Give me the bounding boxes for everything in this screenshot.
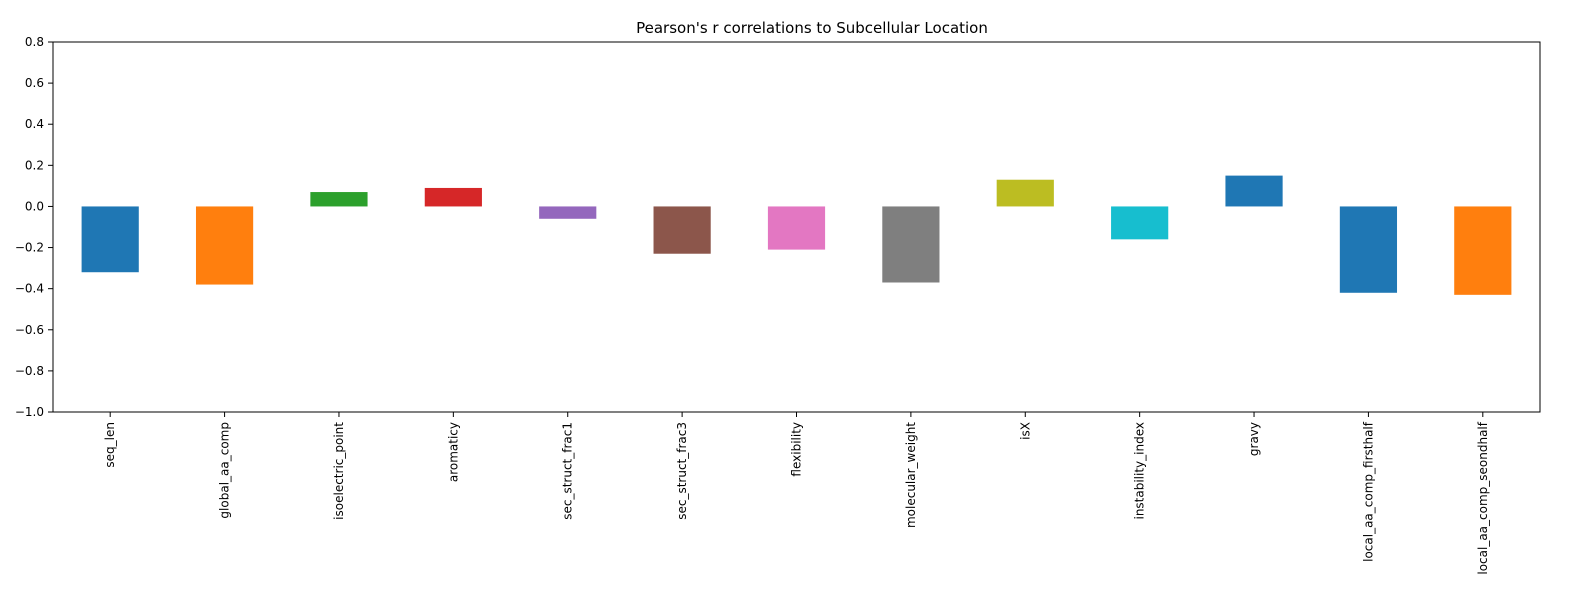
x-tick-label: seq_len <box>103 422 117 468</box>
x-tick-label: gravy <box>1247 422 1261 456</box>
bar-local-aa-comp-firsthalf <box>1339 206 1398 293</box>
bar-instability-index <box>1111 206 1169 240</box>
bar-aromaticy <box>424 187 482 207</box>
x-tick-label: local_aa_comp_firsthalf <box>1361 421 1375 562</box>
y-tick-label: 0.6 <box>25 76 44 90</box>
x-tick-label: aromaticy <box>446 422 460 482</box>
x-tick-label: instability_index <box>1133 422 1147 520</box>
bar-global-aa-comp <box>195 206 254 285</box>
x-tick-label: molecular_weight <box>904 422 918 528</box>
bar-isoelectric-point <box>310 192 368 207</box>
bars <box>81 175 1512 295</box>
y-axis: 0.8 0.6 0.4 0.2 0.0 −0.2 −0.4 −0.6 −0.8 −1.0 <box>15 35 53 419</box>
x-tick-label: local_aa_comp_seondhalf <box>1476 421 1490 574</box>
y-tick-label: −0.6 <box>15 323 44 337</box>
x-axis: seq_len global_aa_comp isoelectric_point ar… <box>103 412 1490 575</box>
bar-molecular-weight <box>882 206 940 283</box>
bar-local-aa-comp-seondhalf <box>1454 206 1512 295</box>
chart-title: Pearson's r correlations to Subcellular … <box>636 19 988 37</box>
bar-sec-struct-frac3 <box>653 206 711 254</box>
y-tick-label: −0.4 <box>15 282 44 296</box>
y-tick-label: 0.0 <box>25 199 44 213</box>
y-tick-label: −1.0 <box>15 405 44 419</box>
y-tick-label: 0.2 <box>25 158 44 172</box>
y-tick-label: −0.2 <box>15 241 44 255</box>
x-tick-label: isX <box>1018 422 1032 440</box>
x-tick-label: isoelectric_point <box>332 422 346 520</box>
plot-frame <box>52 41 1541 413</box>
bar-seq-len <box>81 206 139 273</box>
x-tick-label: global_aa_comp <box>218 422 232 519</box>
y-tick-label: −0.8 <box>15 364 44 378</box>
bar-isX <box>996 179 1054 207</box>
y-tick-label: 0.4 <box>25 117 44 131</box>
x-tick-label: flexibility <box>790 422 804 477</box>
x-tick-label: sec_struct_frac1 <box>561 422 575 520</box>
bar-flexibility <box>767 206 826 250</box>
y-tick-label: 0.8 <box>25 35 44 49</box>
x-tick-label: sec_struct_frac3 <box>675 422 689 520</box>
bar-sec-struct-frac1 <box>539 206 597 219</box>
bar-gravy <box>1225 175 1283 207</box>
